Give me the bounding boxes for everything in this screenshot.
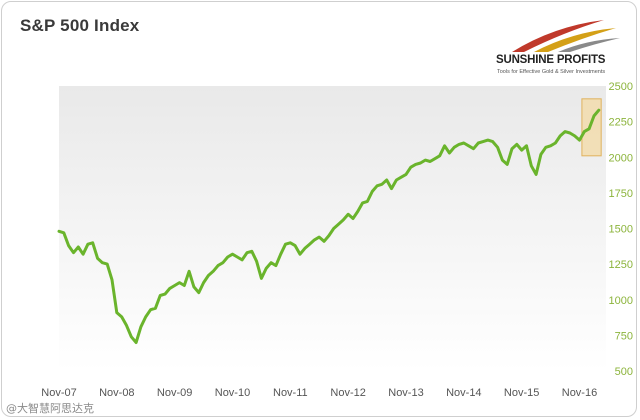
x-tick-label: Nov-08 xyxy=(99,387,134,399)
y-tick-label: 1750 xyxy=(609,188,633,200)
y-tick-label: 2500 xyxy=(609,81,633,93)
x-tick-label: Nov-12 xyxy=(330,387,365,399)
logo-tagline: Tools for Effective Gold & Silver Invest… xyxy=(497,69,606,75)
logo-swoosh-icon xyxy=(512,20,620,52)
x-tick-label: Nov-09 xyxy=(157,387,192,399)
x-tick-label: Nov-13 xyxy=(388,387,423,399)
y-tick-label: 750 xyxy=(615,330,633,342)
x-tick-label: Nov-16 xyxy=(562,387,597,399)
x-axis-ticks: Nov-07 Nov-08 Nov-09 Nov-10 Nov-11 Nov-12 Nov-… xyxy=(41,387,597,399)
y-tick-label: 1000 xyxy=(609,295,633,307)
x-tick-label: Nov-10 xyxy=(215,387,250,399)
chart-title: S&P 500 Index xyxy=(20,16,140,35)
x-tick-label: Nov-14 xyxy=(446,387,481,399)
y-tick-label: 2250 xyxy=(609,117,633,129)
y-tick-label: 1250 xyxy=(609,259,633,271)
x-tick-label: Nov-07 xyxy=(41,387,76,399)
logo-name: SUNSHINE PROFITS xyxy=(496,54,606,66)
y-tick-label: 1500 xyxy=(609,224,633,236)
highlight-box xyxy=(581,98,602,157)
y-tick-label: 500 xyxy=(615,366,633,378)
y-axis-ticks: 500 750 1000 1250 1500 1750 2000 2250 2500 xyxy=(609,81,633,378)
x-tick-label: Nov-15 xyxy=(504,387,539,399)
x-tick-label: Nov-11 xyxy=(273,387,308,399)
series-line-sp500 xyxy=(57,108,601,344)
sunshine-profits-logo: SUNSHINE PROFITS Tools for Effective Gol… xyxy=(494,18,624,76)
watermark: @大智慧阿思达克 xyxy=(6,402,94,415)
y-tick-label: 2000 xyxy=(609,152,633,164)
